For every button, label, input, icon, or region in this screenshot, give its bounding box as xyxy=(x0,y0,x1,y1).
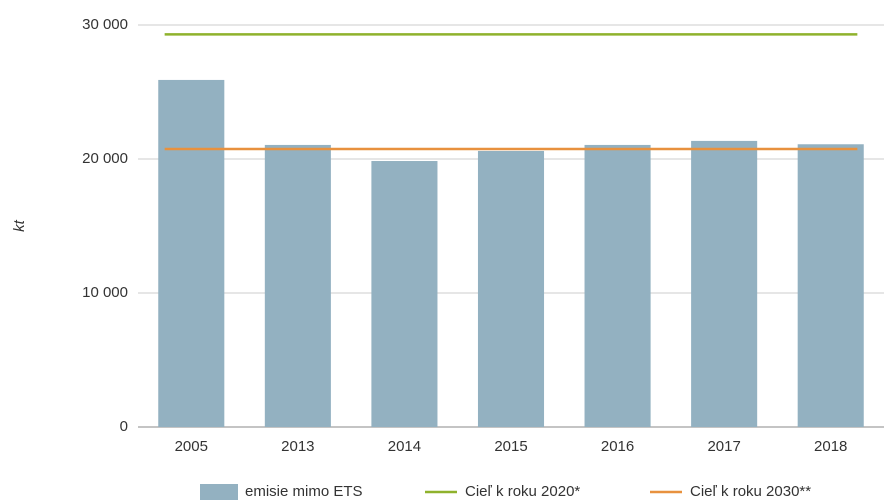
y-axis-label: kt xyxy=(11,219,28,232)
bar xyxy=(371,161,438,427)
x-tick-label: 2017 xyxy=(707,438,740,455)
x-tick-label: 2005 xyxy=(175,438,208,455)
legend-label: emisie mimo ETS xyxy=(245,483,363,500)
bar xyxy=(477,150,545,427)
y-tick-label: 30 000 xyxy=(82,16,128,33)
y-tick-label: 20 000 xyxy=(82,150,128,167)
x-tick-label: 2016 xyxy=(601,438,634,455)
y-tick-label: 0 xyxy=(120,418,128,435)
bar xyxy=(158,79,225,427)
bar xyxy=(797,144,864,427)
x-tick-label: 2013 xyxy=(281,438,314,455)
bar xyxy=(264,144,331,427)
legend-swatch xyxy=(200,484,238,500)
x-tick-label: 2015 xyxy=(494,438,527,455)
x-tick-label: 2018 xyxy=(814,438,847,455)
bar xyxy=(691,140,758,427)
bar xyxy=(584,144,651,427)
legend-label: Cieľ k roku 2030** xyxy=(690,483,811,500)
legend-label: Cieľ k roku 2020* xyxy=(465,483,580,500)
y-tick-label: 10 000 xyxy=(82,284,128,301)
x-tick-label: 2014 xyxy=(388,438,421,455)
